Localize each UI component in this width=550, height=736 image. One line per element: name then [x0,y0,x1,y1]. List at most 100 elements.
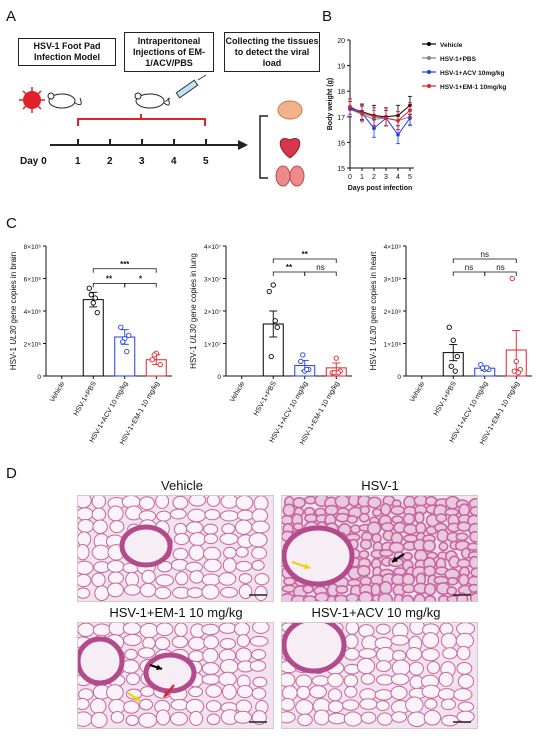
alveolus [391,711,408,723]
micrograph-hsv [281,495,478,602]
alveolus [201,584,220,600]
alveolus [441,714,459,727]
panel-letter-b: B [322,8,333,25]
x-tick-label: 1 [360,174,364,181]
alveolus [342,699,360,711]
alveolus [358,549,370,560]
alveolus [222,683,237,700]
alveolus [401,551,413,561]
timeline-day-label: 5 [203,156,209,167]
significance-label: *** [120,260,130,269]
data-point [120,339,126,345]
significance-bracket [304,271,337,276]
alveolus [390,634,410,646]
alveolus [188,496,207,507]
alveolus [440,632,457,649]
alveolus [311,675,330,687]
x-tick-label: HSV-1+PBS [433,380,458,417]
alveolus [438,541,449,552]
data-point [348,104,352,109]
legend-label: HSV-1+EM-1 10mg/kg [440,84,506,91]
alveolus [282,672,296,688]
alveolus [206,496,221,507]
alveolus [109,520,125,534]
alveolus [219,586,239,598]
alveolus [457,673,475,689]
schematic-box-infection: HSV-1 Foot Pad Infection Model [18,38,116,66]
alveolus [92,623,111,637]
significance-bracket [484,271,517,276]
alveolus [218,671,237,687]
alveolus [219,532,239,545]
alveolus [367,496,382,509]
y-tick-label: 20 [337,38,345,45]
significance-label: * [139,274,143,283]
alveolus [189,710,204,726]
alveolus [375,674,394,686]
significance-label: ** [286,263,293,272]
data-point [298,358,304,365]
alveolus [324,504,339,516]
alveolus [203,546,222,562]
alveolus [155,496,170,509]
y-tick-label: 3×10⁸ [384,277,402,284]
alveolus [251,520,270,534]
alveolus [235,560,253,572]
alveolus [438,671,454,687]
alveolus [235,546,249,558]
alveolus [252,623,270,634]
alveolus [359,698,378,710]
alveolus [91,544,111,561]
data-point [94,309,100,316]
x-tick-label: 2 [372,174,376,181]
alveolus [375,623,391,635]
alveolus [186,587,204,599]
alveolus [92,519,108,534]
data-point [509,275,515,282]
legend-marker [427,70,431,74]
significance-label: ** [302,250,309,259]
alveolus [234,519,253,535]
alveolus [219,637,237,650]
alveolus [356,657,376,675]
data-point [90,300,96,306]
alveolus [169,508,187,520]
alveolus [401,594,414,601]
data-point [126,332,132,339]
y-tick-label: 4×10⁶ [24,309,42,316]
alveolus [188,686,204,698]
alveolus [155,709,171,726]
data-point [270,282,276,288]
alveolus [426,661,441,675]
alveolus [238,573,253,584]
y-tick-label: 6×10⁶ [24,277,42,284]
alveolus [139,698,154,711]
significance-bracket [92,268,157,273]
data-point [300,352,306,358]
y-tick-label: 0 [37,374,41,381]
data-point [268,353,274,360]
alveolus [437,688,456,701]
data-point [304,366,310,373]
alveolus [201,573,221,587]
alveolus [188,636,206,651]
alveolus [233,710,253,724]
timeline-day-label: 1 [75,156,81,167]
significance-label: ns [316,263,324,272]
alveolus [173,533,190,546]
alveolus [344,633,359,649]
alveolus [201,662,220,675]
alveolus [408,661,424,676]
alveolus [346,515,359,524]
alveolus [188,544,205,561]
alveolus [296,685,311,700]
data-point [396,118,400,123]
alveolus [423,709,442,726]
alveolus [78,697,90,710]
legend-marker [427,56,431,60]
alveolus [141,569,156,584]
alveolus [391,659,411,677]
heart-viral-load-chart: 0 1×10⁸ 2×10⁸ 3×10⁸ 4×10⁸ HSV-1 UL30 gene cop… [369,244,532,446]
schematic-box-injection: Intraperitoneal Injections of EM-1/ACV/P… [124,32,214,72]
x-axis-label: Days post infection [348,185,413,192]
